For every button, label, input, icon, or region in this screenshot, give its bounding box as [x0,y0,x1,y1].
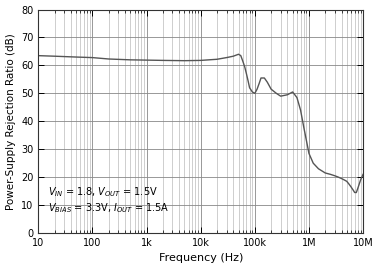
Text: $V_{IN}$ = 1.8, $V_{OUT}$ = 1.5V
$V_{BIAS}$ = 3.3V, $I_{OUT}$ = 1.5A: $V_{IN}$ = 1.8, $V_{OUT}$ = 1.5V $V_{BIA… [48,186,169,215]
Y-axis label: Power-Supply Rejection Ratio (dB): Power-Supply Rejection Ratio (dB) [6,33,16,210]
X-axis label: Frequency (Hz): Frequency (Hz) [158,253,243,263]
